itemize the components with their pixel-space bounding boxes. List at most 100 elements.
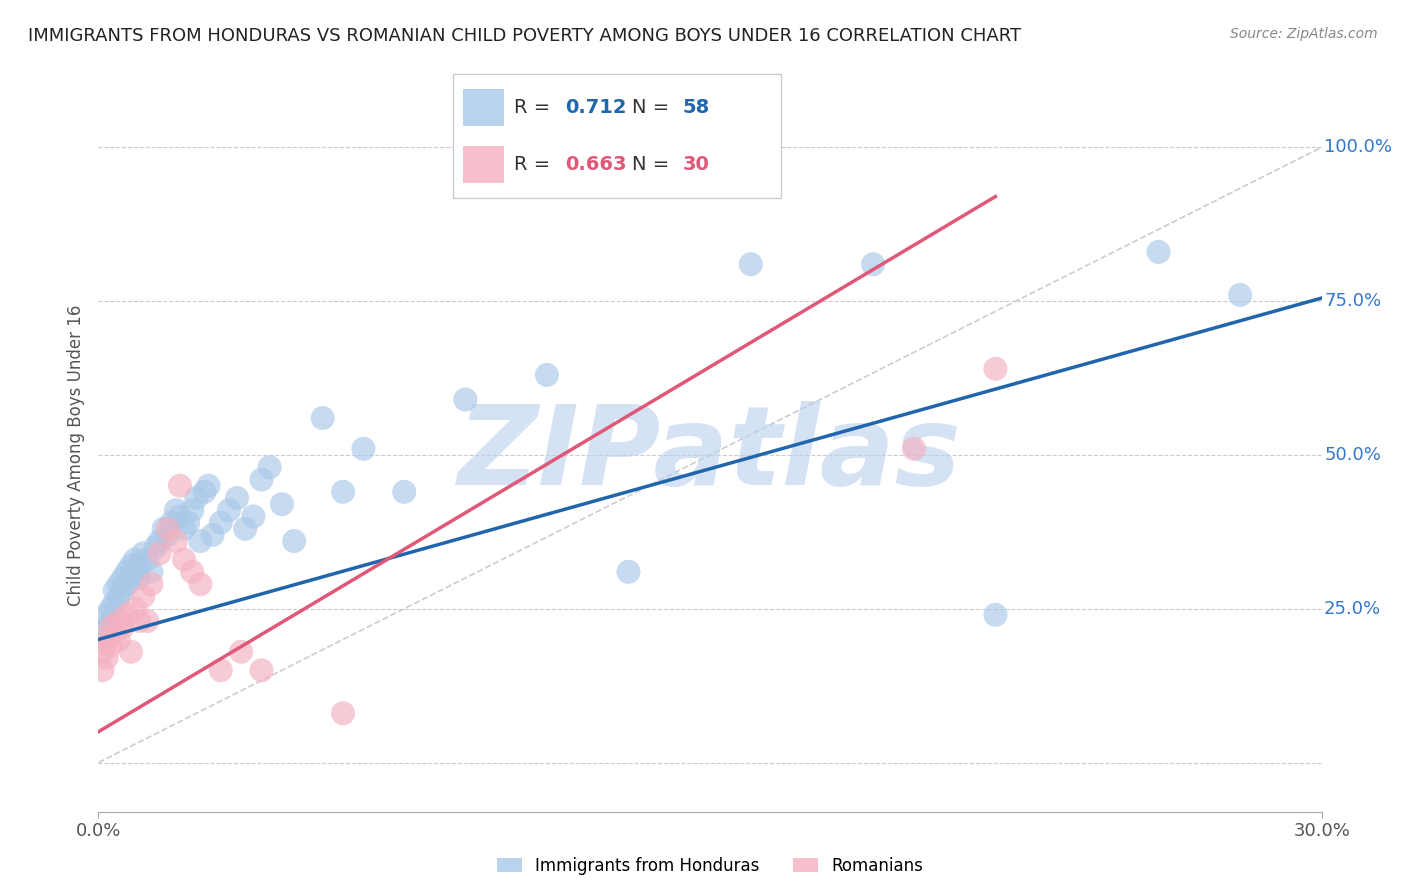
Point — [617, 565, 640, 579]
Point — [111, 571, 134, 585]
Point — [96, 651, 118, 665]
Point — [152, 522, 174, 536]
Point — [149, 546, 172, 560]
Text: N =: N = — [633, 98, 669, 117]
Point — [104, 583, 127, 598]
Point — [108, 614, 131, 628]
Point — [115, 577, 138, 591]
Point — [169, 509, 191, 524]
Text: R =: R = — [515, 98, 550, 117]
Point — [332, 706, 354, 721]
Point — [136, 614, 159, 628]
Text: 58: 58 — [683, 98, 710, 117]
Point — [100, 639, 122, 653]
Point — [1147, 244, 1170, 259]
Point — [259, 460, 281, 475]
Point — [352, 442, 374, 456]
Point — [181, 503, 204, 517]
Point — [188, 534, 212, 549]
Point — [91, 645, 114, 659]
Point — [108, 577, 131, 591]
Point — [165, 534, 187, 549]
Point — [141, 577, 163, 591]
Point — [536, 368, 558, 382]
Point — [156, 522, 179, 536]
Point — [149, 534, 172, 549]
Point — [209, 663, 232, 677]
Point — [1229, 288, 1251, 302]
Point — [740, 257, 762, 271]
Point — [250, 473, 273, 487]
Point — [136, 552, 159, 566]
Point — [177, 516, 200, 530]
Point — [392, 484, 416, 499]
Point — [96, 632, 118, 647]
Point — [108, 590, 131, 604]
Text: R =: R = — [515, 155, 550, 174]
Text: Source: ZipAtlas.com: Source: ZipAtlas.com — [1230, 27, 1378, 41]
Point — [124, 552, 146, 566]
Point — [96, 620, 118, 634]
Point — [141, 565, 163, 579]
Point — [128, 614, 150, 628]
Point — [132, 546, 155, 560]
Point — [115, 607, 138, 622]
Point — [145, 540, 167, 554]
Point — [120, 645, 142, 659]
Point — [124, 565, 146, 579]
Point — [115, 565, 138, 579]
Point — [181, 565, 204, 579]
Point — [862, 257, 884, 271]
Text: 30: 30 — [683, 155, 710, 174]
Point — [186, 491, 208, 505]
Point — [173, 522, 195, 536]
Y-axis label: Child Poverty Among Boys Under 16: Child Poverty Among Boys Under 16 — [66, 304, 84, 606]
Text: 100.0%: 100.0% — [1324, 138, 1392, 156]
Point — [128, 571, 150, 585]
Point — [100, 614, 122, 628]
Point — [226, 491, 249, 505]
Point — [111, 583, 134, 598]
Point — [984, 361, 1007, 376]
Point — [96, 607, 118, 622]
Point — [100, 620, 122, 634]
Point — [165, 503, 187, 517]
Point — [169, 478, 191, 492]
Point — [242, 509, 264, 524]
Point — [197, 478, 219, 492]
Point — [218, 503, 240, 517]
Point — [111, 620, 134, 634]
Point — [283, 534, 305, 549]
Point — [173, 552, 195, 566]
Point — [120, 571, 142, 585]
Text: 25.0%: 25.0% — [1324, 599, 1381, 618]
Bar — [464, 146, 503, 183]
Text: 0.663: 0.663 — [565, 155, 626, 174]
Text: 0.712: 0.712 — [565, 98, 626, 117]
Point — [108, 632, 131, 647]
Point — [188, 577, 212, 591]
Point — [160, 516, 183, 530]
Text: 50.0%: 50.0% — [1324, 446, 1381, 464]
Text: ZIPatlas: ZIPatlas — [458, 401, 962, 508]
Point — [270, 497, 294, 511]
Point — [332, 484, 354, 499]
Point — [91, 663, 114, 677]
Point — [209, 516, 232, 530]
Point — [120, 558, 142, 573]
Point — [903, 442, 925, 456]
Point — [250, 663, 273, 677]
Bar — [464, 89, 503, 126]
Point — [201, 528, 224, 542]
Text: N =: N = — [633, 155, 669, 174]
Text: IMMIGRANTS FROM HONDURAS VS ROMANIAN CHILD POVERTY AMONG BOYS UNDER 16 CORRELATI: IMMIGRANTS FROM HONDURAS VS ROMANIAN CHI… — [28, 27, 1021, 45]
Point — [312, 411, 335, 425]
Point — [124, 601, 146, 615]
Point — [984, 607, 1007, 622]
Point — [233, 522, 256, 536]
Point — [91, 626, 114, 640]
Point — [231, 645, 253, 659]
Legend: Immigrants from Honduras, Romanians: Immigrants from Honduras, Romanians — [496, 856, 924, 875]
Point — [100, 601, 122, 615]
Point — [128, 558, 150, 573]
